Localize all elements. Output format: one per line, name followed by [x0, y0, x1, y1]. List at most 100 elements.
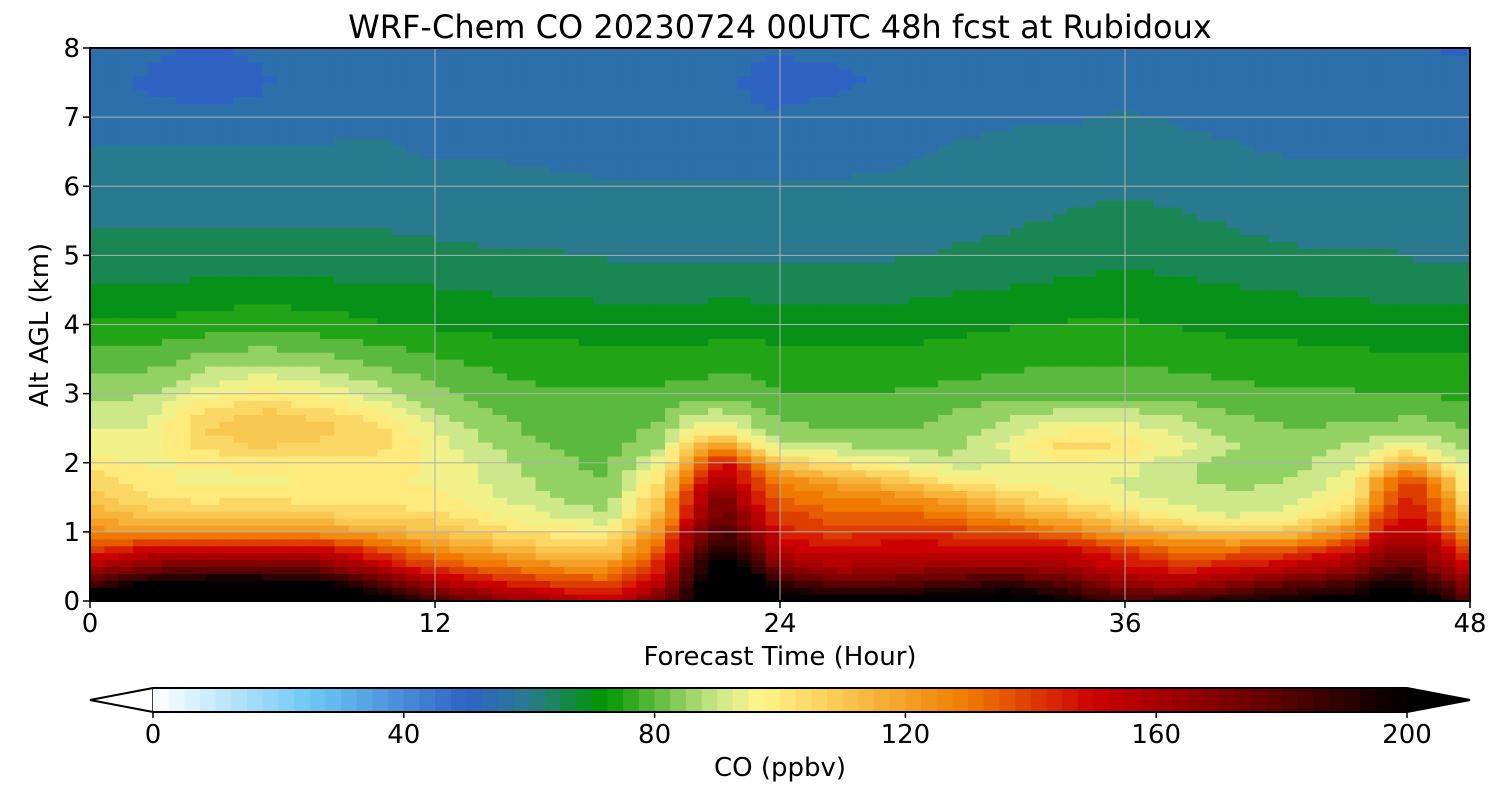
contour-cell — [147, 276, 163, 284]
contour-cell — [118, 61, 134, 70]
contour-cell — [765, 54, 781, 63]
contour-cell — [923, 234, 939, 243]
contour-cell — [765, 269, 781, 277]
contour-cell — [435, 594, 450, 601]
contour-cell — [736, 310, 752, 319]
contour-cell — [736, 137, 752, 146]
contour-cell — [564, 469, 580, 478]
contour-cell — [406, 200, 422, 208]
contour-cell — [895, 130, 910, 139]
contour-cell — [205, 518, 220, 526]
contour-cell — [262, 48, 278, 56]
contour-cell — [794, 580, 810, 588]
contour-cell — [305, 345, 321, 353]
contour-cell — [751, 552, 767, 561]
contour-cell — [550, 566, 565, 574]
contour-cell — [866, 483, 882, 491]
contour-cell — [751, 386, 767, 395]
contour-cell — [607, 580, 623, 588]
contour-cell — [276, 345, 292, 353]
contour-cell — [449, 442, 465, 450]
contour-cell — [550, 545, 565, 554]
contour-cell — [161, 124, 177, 132]
contour-cell — [104, 386, 120, 395]
contour-cell — [104, 48, 120, 56]
contour-cell — [708, 379, 724, 388]
contour-cell — [161, 400, 177, 409]
contour-cell — [679, 89, 695, 97]
contour-cell — [895, 580, 910, 588]
contour-cell — [535, 124, 551, 132]
contour-cell — [161, 393, 177, 402]
contour-cell — [262, 103, 278, 111]
contour-cell — [147, 462, 163, 471]
contour-cell — [492, 490, 508, 498]
contour-cell — [736, 227, 752, 236]
contour-cell — [176, 587, 192, 595]
contour-cell — [981, 379, 997, 388]
contour-cell — [780, 124, 795, 132]
contour-cell — [190, 365, 206, 374]
contour-cell — [176, 117, 192, 125]
contour-cell — [895, 255, 910, 263]
contour-cell — [952, 269, 968, 277]
contour-cell — [118, 262, 134, 270]
contour-cell — [420, 573, 436, 581]
contour-cell — [895, 179, 910, 187]
contour-cell — [650, 213, 666, 222]
contour-cell — [176, 538, 192, 547]
contour-cell — [463, 538, 479, 547]
contour-cell — [736, 407, 752, 415]
contour-cell — [463, 324, 479, 333]
contour-cell — [161, 566, 177, 574]
contour-cell — [248, 359, 264, 367]
contour-cell — [205, 566, 220, 574]
contour-cell — [938, 137, 954, 146]
contour-cell — [449, 269, 465, 277]
contour-cell — [90, 68, 105, 77]
contour-cell — [420, 269, 436, 277]
contour-cell — [550, 524, 565, 533]
contour-cell — [895, 186, 910, 194]
contour-cell — [276, 594, 292, 601]
contour-cell — [391, 518, 407, 526]
contour-cell — [952, 365, 968, 374]
contour-cell — [233, 186, 249, 194]
contour-cell — [621, 587, 637, 595]
contour-cell — [794, 421, 810, 429]
contour-cell — [751, 165, 767, 174]
contour-cell — [118, 269, 134, 277]
contour-cell — [981, 421, 997, 429]
contour-cell — [650, 428, 666, 436]
contour-cell — [593, 172, 609, 180]
contour-cell — [118, 435, 134, 443]
contour-cell — [305, 130, 321, 139]
contour-cell — [607, 213, 623, 222]
contour-cell — [665, 352, 680, 360]
contour-cell — [866, 310, 882, 319]
contour-cell — [435, 75, 450, 84]
contour-cell — [895, 490, 910, 498]
contour-cell — [147, 193, 163, 201]
contour-cell — [320, 68, 335, 77]
contour-cell — [492, 144, 508, 153]
contour-cell — [938, 338, 954, 346]
contour-cell — [478, 310, 494, 319]
contour-cell — [722, 580, 738, 588]
contour-cell — [851, 262, 867, 270]
chart-title: WRF-Chem CO 20230724 00UTC 48h fcst at R… — [348, 8, 1212, 46]
contour-cell — [305, 587, 321, 595]
contour-cell — [334, 255, 350, 263]
contour-cell — [866, 158, 882, 167]
contour-cell — [90, 117, 105, 125]
contour-cell — [348, 414, 364, 422]
contour-cell — [593, 206, 609, 215]
contour-cell — [506, 469, 522, 478]
contour-cell — [708, 193, 724, 201]
contour-cell — [190, 310, 206, 319]
contour-cell — [90, 566, 105, 574]
contour-cell — [248, 75, 264, 84]
contour-cell — [161, 573, 177, 581]
contour-cell — [938, 75, 954, 84]
contour-cell — [506, 400, 522, 409]
